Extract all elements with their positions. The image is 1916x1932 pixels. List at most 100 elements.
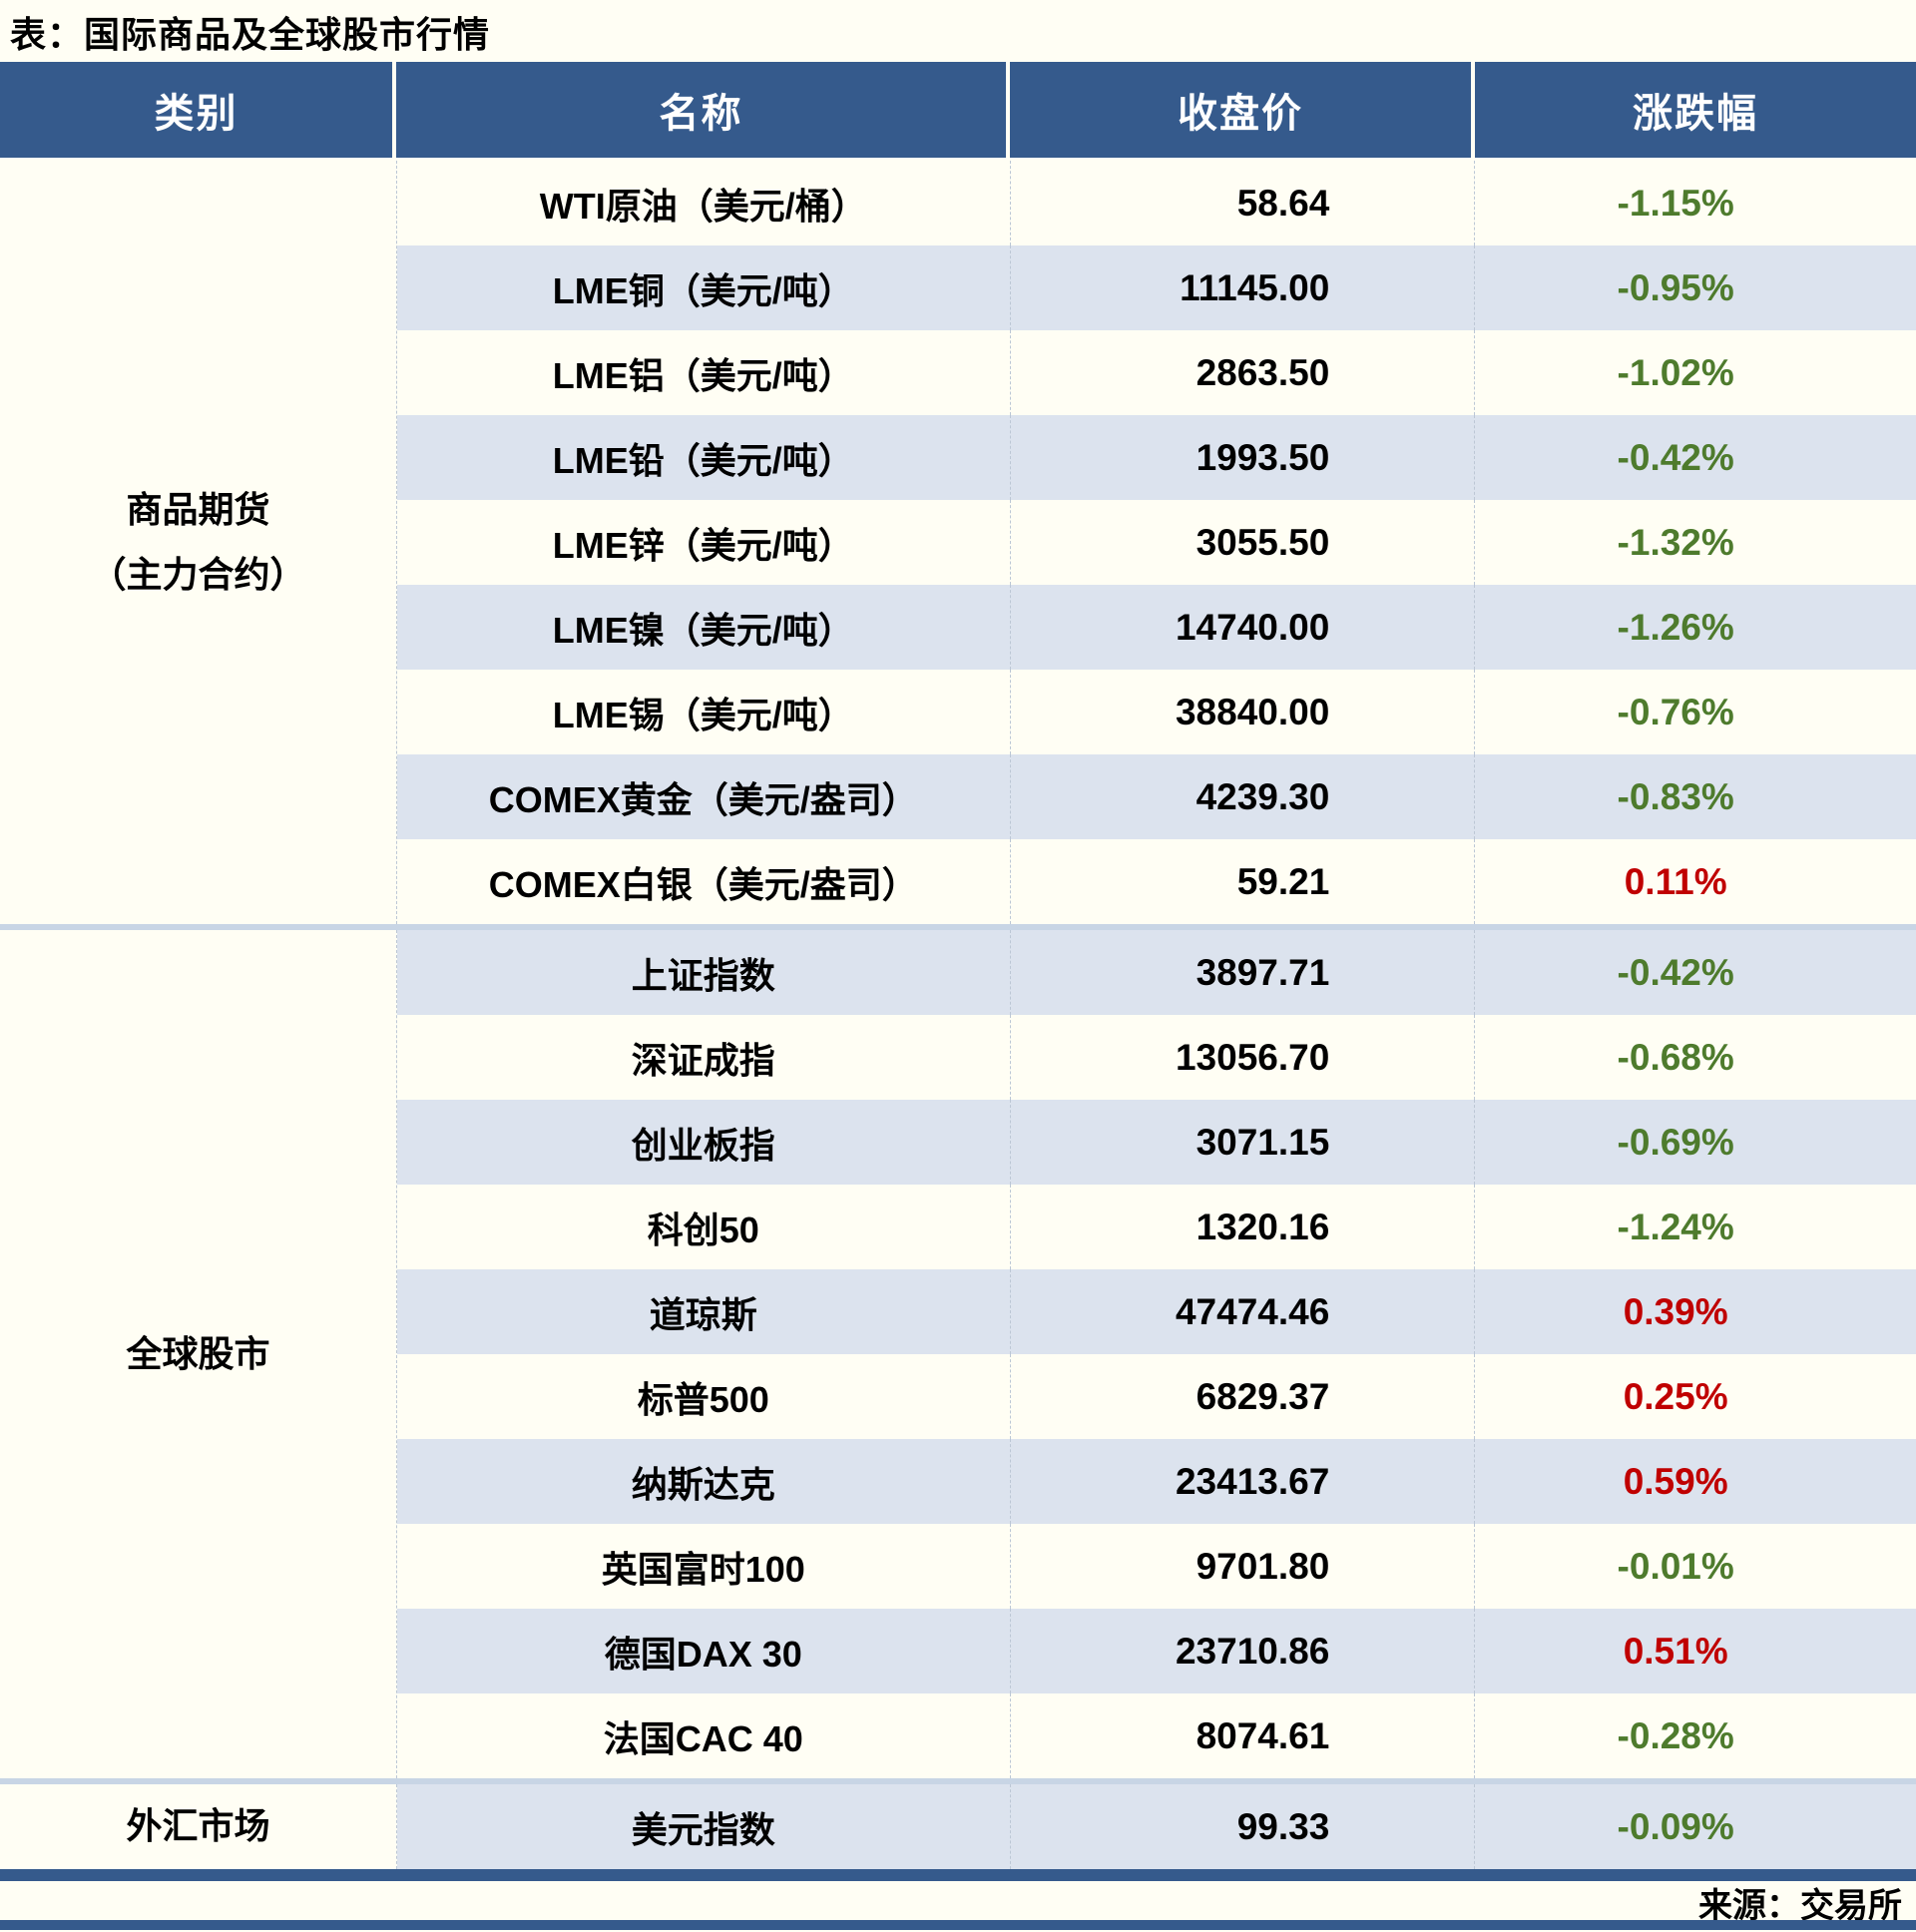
- close-price: 2863.50: [1009, 330, 1475, 415]
- group-rows: WTI原油（美元/桶） 58.64 -1.15% LME铜（美元/吨） 1114…: [396, 161, 1916, 924]
- close-price: 1993.50: [1009, 415, 1475, 500]
- category-cell: 商品期货 （主力合约）: [0, 161, 396, 924]
- change-percent: -0.68%: [1474, 1015, 1916, 1100]
- change-percent: -1.26%: [1474, 585, 1916, 670]
- instrument-name: LME镍（美元/吨）: [552, 609, 854, 651]
- instrument-name: 美元指数: [631, 1808, 775, 1850]
- instrument-name: 标普500: [637, 1378, 769, 1420]
- change-percent: -0.09%: [1474, 1784, 1916, 1869]
- close-price: 9701.80: [1009, 1524, 1475, 1609]
- category-cell: 外汇市场: [0, 1784, 396, 1869]
- table-row: 上证指数 3897.71 -0.42%: [397, 930, 1916, 1015]
- instrument-name: 科创50: [647, 1208, 759, 1250]
- table-row: COMEX黄金（美元/盎司） 4239.30 -0.83%: [397, 754, 1916, 839]
- change-percent: 0.39%: [1474, 1269, 1916, 1354]
- table-row: 标普500 6829.37 0.25%: [397, 1354, 1916, 1439]
- instrument-name: 道琼斯: [649, 1293, 757, 1335]
- change-percent: -0.95%: [1474, 245, 1916, 330]
- table-row: LME镍（美元/吨） 14740.00 -1.26%: [397, 585, 1916, 670]
- table-row: 法国CAC 40 8074.61 -0.28%: [397, 1693, 1916, 1778]
- change-percent: -0.42%: [1474, 930, 1916, 1015]
- change-percent: 0.59%: [1474, 1439, 1916, 1524]
- table-row: 科创50 1320.16 -1.24%: [397, 1185, 1916, 1269]
- instrument-name: 德国DAX 30: [604, 1633, 802, 1675]
- group-divider: [0, 1778, 1916, 1784]
- change-percent: 0.11%: [1474, 839, 1916, 924]
- header-row: 类别 名称 收盘价 涨跌幅: [0, 62, 1916, 161]
- close-price: 38840.00: [1009, 670, 1475, 754]
- table-row: LME铝（美元/吨） 2863.50 -1.02%: [397, 330, 1916, 415]
- table-row: LME铜（美元/吨） 11145.00 -0.95%: [397, 245, 1916, 330]
- footer-bar: [0, 1920, 1916, 1930]
- change-percent: -0.42%: [1474, 415, 1916, 500]
- header-close-price: 收盘价: [1010, 62, 1475, 158]
- group-rows: 美元指数 99.33 -0.09%: [396, 1784, 1916, 1869]
- close-price: 13056.70: [1009, 1015, 1475, 1100]
- instrument-name: LME锡（美元/吨）: [552, 694, 854, 735]
- instrument-name: 法国CAC 40: [603, 1717, 803, 1759]
- table-row: 美元指数 99.33 -0.09%: [397, 1784, 1916, 1869]
- category-line: （主力合约）: [90, 553, 306, 595]
- instrument-name: 纳斯达克: [631, 1463, 775, 1505]
- category-line: 商品期货: [126, 488, 270, 530]
- close-price: 8074.61: [1009, 1693, 1475, 1778]
- change-percent: -1.15%: [1474, 161, 1916, 245]
- close-price: 99.33: [1009, 1784, 1475, 1869]
- table-row: LME锡（美元/吨） 38840.00 -0.76%: [397, 670, 1916, 754]
- instrument-name: LME锌（美元/吨）: [552, 524, 854, 566]
- instrument-name: COMEX白银（美元/盎司）: [488, 863, 918, 905]
- close-price: 58.64: [1009, 161, 1475, 245]
- market-quotes-table: 类别 名称 收盘价 涨跌幅 商品期货 （主力合约） WTI原油（美元/桶） 58…: [0, 62, 1916, 1881]
- instrument-name: LME铅（美元/吨）: [552, 439, 854, 481]
- close-price: 23413.67: [1009, 1439, 1475, 1524]
- change-percent: -0.01%: [1474, 1524, 1916, 1609]
- instrument-name: 深证成指: [631, 1039, 775, 1081]
- change-percent: 0.51%: [1474, 1609, 1916, 1693]
- change-percent: -0.83%: [1474, 754, 1916, 839]
- page-title: 表：国际商品及全球股市行情: [10, 14, 491, 55]
- close-price: 47474.46: [1009, 1269, 1475, 1354]
- group-divider: [0, 924, 1916, 930]
- table-row: 英国富时100 9701.80 -0.01%: [397, 1524, 1916, 1609]
- change-percent: -1.02%: [1474, 330, 1916, 415]
- close-price: 1320.16: [1009, 1185, 1475, 1269]
- group-rows: 上证指数 3897.71 -0.42% 深证成指 13056.70 -0.68%…: [396, 930, 1916, 1778]
- table-row: 深证成指 13056.70 -0.68%: [397, 1015, 1916, 1100]
- instrument-name: LME铜（美元/吨）: [552, 269, 854, 311]
- table-row: COMEX白银（美元/盎司） 59.21 0.11%: [397, 839, 1916, 924]
- group-forex: 外汇市场 美元指数 99.33 -0.09%: [0, 1784, 1916, 1869]
- table-bottom-border: [0, 1869, 1916, 1881]
- change-percent: -1.24%: [1474, 1185, 1916, 1269]
- change-percent: -0.76%: [1474, 670, 1916, 754]
- change-percent: -0.69%: [1474, 1100, 1916, 1185]
- table-row: LME铅（美元/吨） 1993.50 -0.42%: [397, 415, 1916, 500]
- table-row: 创业板指 3071.15 -0.69%: [397, 1100, 1916, 1185]
- close-price: 3897.71: [1009, 930, 1475, 1015]
- close-price: 6829.37: [1009, 1354, 1475, 1439]
- table-row: WTI原油（美元/桶） 58.64 -1.15%: [397, 161, 1916, 245]
- header-category: 类别: [0, 62, 396, 158]
- table-row: 道琼斯 47474.46 0.39%: [397, 1269, 1916, 1354]
- close-price: 11145.00: [1009, 245, 1475, 330]
- close-price: 3055.50: [1009, 500, 1475, 585]
- close-price: 4239.30: [1009, 754, 1475, 839]
- change-percent: 0.25%: [1474, 1354, 1916, 1439]
- instrument-name: COMEX黄金（美元/盎司）: [488, 778, 918, 820]
- group-commodity-futures: 商品期货 （主力合约） WTI原油（美元/桶） 58.64 -1.15% LME…: [0, 161, 1916, 924]
- category-line: 外汇市场: [126, 1805, 270, 1847]
- change-percent: -0.28%: [1474, 1693, 1916, 1778]
- header-name: 名称: [396, 62, 1010, 158]
- table-row: 德国DAX 30 23710.86 0.51%: [397, 1609, 1916, 1693]
- instrument-name: LME铝（美元/吨）: [552, 354, 854, 396]
- close-price: 3071.15: [1009, 1100, 1475, 1185]
- close-price: 14740.00: [1009, 585, 1475, 670]
- table-row: 纳斯达克 23413.67 0.59%: [397, 1439, 1916, 1524]
- category-cell: 全球股市: [0, 930, 396, 1778]
- change-percent: -1.32%: [1474, 500, 1916, 585]
- instrument-name: 上证指数: [631, 954, 775, 996]
- close-price: 23710.86: [1009, 1609, 1475, 1693]
- header-change-pct: 涨跌幅: [1475, 62, 1916, 158]
- close-price: 59.21: [1009, 839, 1475, 924]
- instrument-name: 英国富时100: [601, 1548, 805, 1590]
